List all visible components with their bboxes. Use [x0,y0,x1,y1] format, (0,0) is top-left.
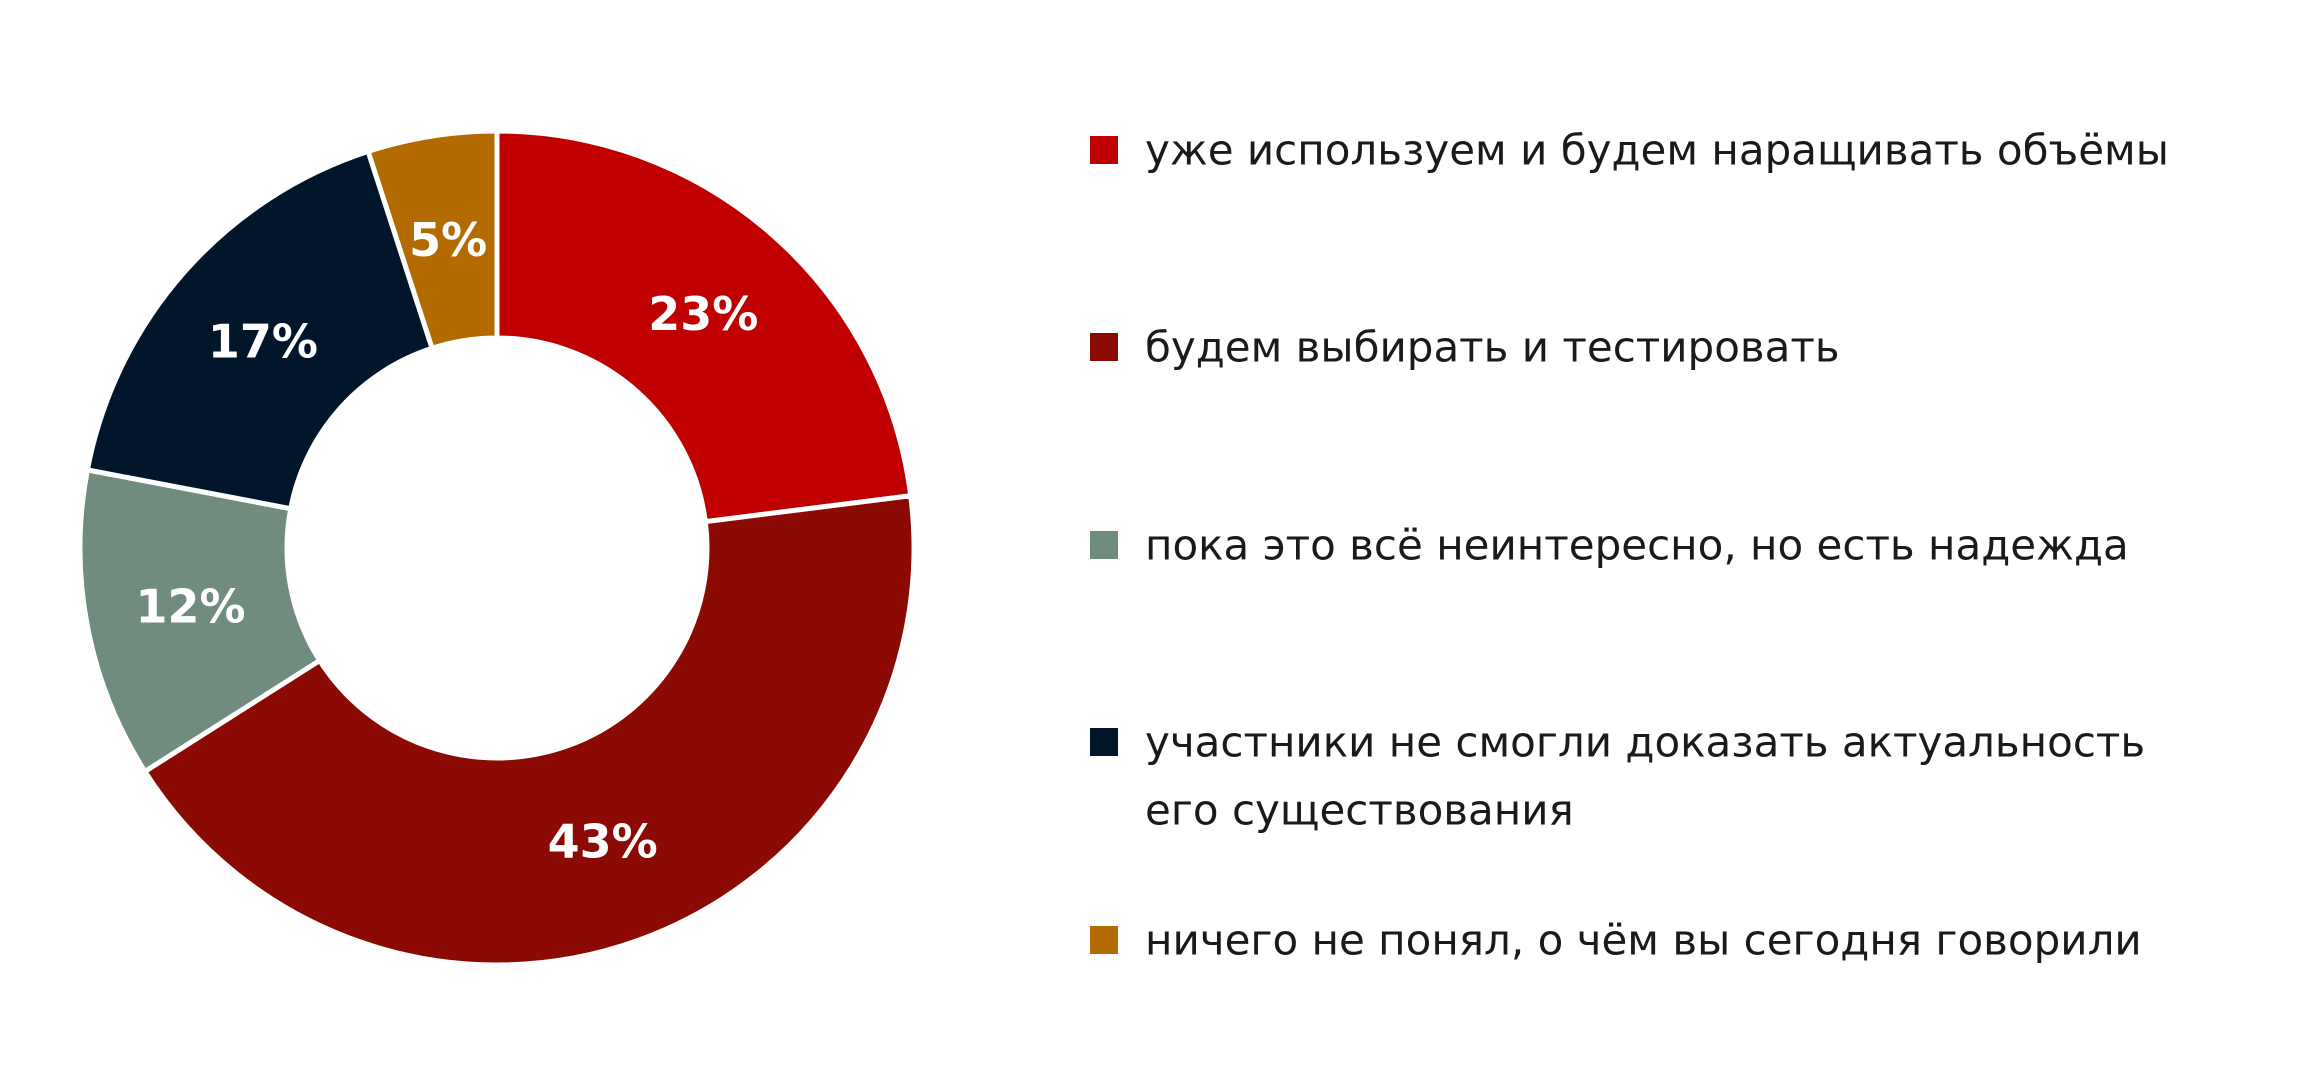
legend-swatch-2 [1090,333,1118,361]
chart-slices [77,128,917,968]
legend-label-5: ничего не понял, о чём вы сегодня говори… [1145,916,2142,965]
legend-item-4: участники не смогли доказать актуальност… [1090,718,2145,835]
chart-legend: уже используем и будем наращивать объёмы… [1090,126,2169,965]
slice-data-label-5: 5% [409,213,487,267]
slice-data-label-2: 43% [548,815,658,869]
donut-slice-2 [141,492,917,968]
legend-item-5: ничего не понял, о чём вы сегодня говори… [1090,916,2142,965]
donut-slice-1 [494,128,914,525]
legend-label-1: уже используем и будем наращивать объёмы [1145,126,2169,175]
legend-label-2: будем выбирать и тестировать [1145,323,1840,372]
legend-item-2: будем выбирать и тестировать [1090,323,1840,372]
legend-item-1: уже используем и будем наращивать объёмы [1090,126,2169,175]
slice-data-label-1: 23% [648,287,758,341]
legend-label-4-line-1: участники не смогли доказать актуальност… [1145,718,2145,767]
donut-slice-4 [84,148,436,512]
legend-swatch-3 [1090,531,1118,559]
donut-slice-5 [364,128,500,352]
slice-data-label-4: 17% [208,315,318,369]
legend-swatch-5 [1090,926,1118,954]
legend-label-4-line-2: его существования [1145,786,1574,835]
legend-swatch-4 [1090,728,1118,756]
chart-data-labels: 23% 43% 12% 17% 5% [135,213,758,869]
donut-slice-3 [77,466,324,775]
legend-item-3: пока это всё неинтересно, но есть надежд… [1090,521,2129,570]
slice-data-label-3: 12% [135,579,245,633]
legend-swatch-1 [1090,136,1118,164]
legend-label-3: пока это всё неинтересно, но есть надежд… [1145,521,2129,570]
